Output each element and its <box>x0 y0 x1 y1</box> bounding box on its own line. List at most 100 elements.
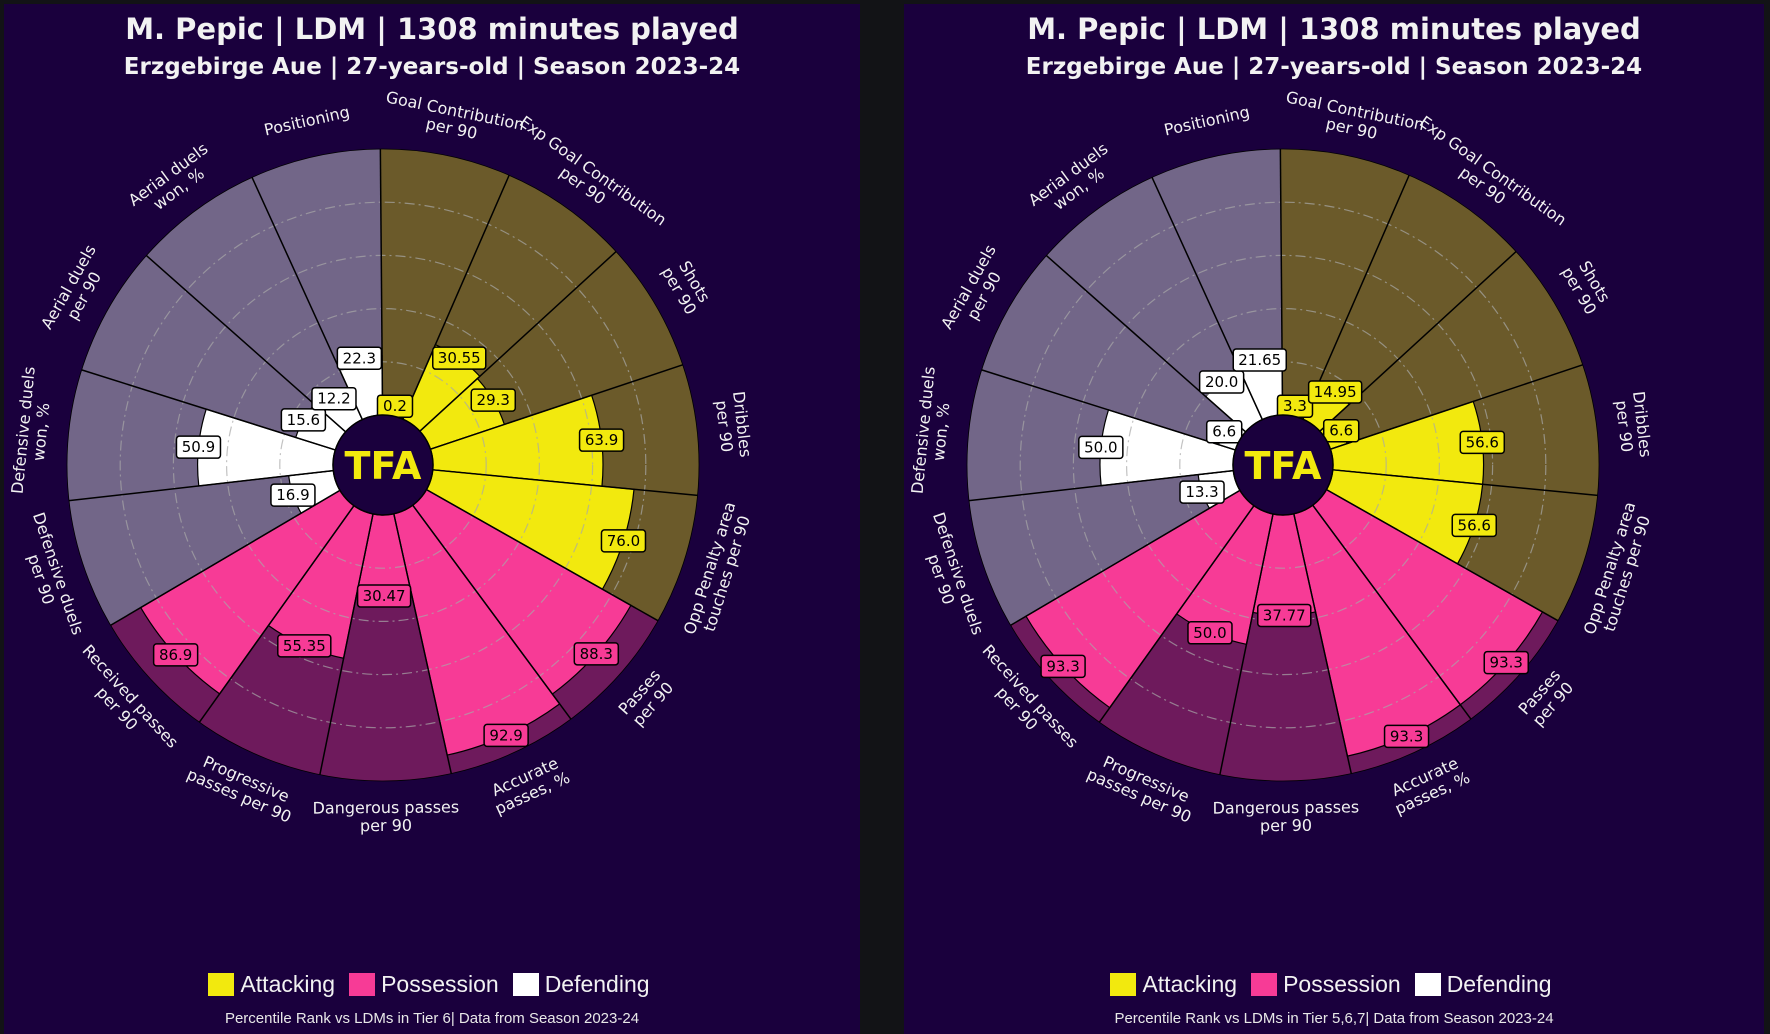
value-label-text: 50.0 <box>1084 438 1117 456</box>
value-label-box <box>1459 430 1506 455</box>
chart-title: M. Pepic | LDM | 1308 minutes played <box>125 12 739 46</box>
value-label: 92.9 <box>483 723 529 748</box>
chart-subtitle: Erzgebirge Aue | 27-years-old | Season 2… <box>1025 54 1643 80</box>
slice-background <box>69 470 340 626</box>
value-label-box <box>1179 480 1225 504</box>
chart-legend: Attacking Possession Defending <box>4 971 860 998</box>
slice-separator <box>1332 469 1598 497</box>
value-label-box <box>1322 418 1360 443</box>
slice-separator <box>251 177 363 420</box>
pizza-chart-svg: 0.2 30.55 29.3 63.9 76.0 88.3 92.9 30.47 55.35 86… <box>8 87 756 835</box>
value-label-box <box>1307 380 1363 404</box>
legend-item-attacking: Attacking <box>1110 971 1237 998</box>
value-label-text: 0.2 <box>383 397 407 415</box>
value-label-text: 29.3 <box>477 391 510 409</box>
value-label-text: 22.3 <box>343 349 376 367</box>
value-label: 13.3 <box>1179 480 1225 504</box>
value-label-box <box>1198 370 1245 394</box>
slice-separators <box>968 149 1598 775</box>
slice-background <box>1219 513 1352 782</box>
value-label-text: 37.77 <box>1263 606 1306 624</box>
slice-separator <box>1219 513 1274 775</box>
value-label-text: 86.9 <box>159 646 192 664</box>
legend-item-defending: Defending <box>1414 971 1552 998</box>
slice-background <box>81 255 346 450</box>
value-label-text: 56.6 <box>1458 516 1491 534</box>
value-label-text: 12.2 <box>317 390 350 408</box>
category-label: Shotsper 90 <box>658 254 716 318</box>
data-labels: 0.2 30.55 29.3 63.9 76.0 88.3 92.9 30.47 55.35 86… <box>152 346 647 748</box>
value-label-text: 21.65 <box>1238 351 1281 369</box>
value-label-box <box>578 428 625 452</box>
slice-separator <box>981 369 1236 451</box>
slice-separator <box>419 251 617 432</box>
legend-swatch-attacking <box>1110 973 1137 996</box>
slice-background <box>146 177 363 432</box>
center-circle <box>332 414 434 516</box>
slice-separator <box>198 505 355 723</box>
value-label: 50.9 <box>175 435 222 459</box>
slice-separator <box>430 364 683 450</box>
slice-separator <box>1326 488 1559 622</box>
slice-separator <box>1045 254 1247 433</box>
slice-background <box>981 255 1246 450</box>
category-label: Goal Contributionper 90 <box>1281 87 1426 151</box>
slice-separator <box>319 513 374 775</box>
category-label: Goal Contributionper 90 <box>381 87 526 151</box>
value-label: 30.55 <box>432 346 487 370</box>
value-label-box <box>483 723 529 748</box>
value-label-box <box>1383 724 1430 749</box>
slice-background <box>319 513 452 782</box>
value-label: 76.0 <box>600 529 647 553</box>
value-label: 12.2 <box>311 386 357 411</box>
legend-swatch-attacking <box>208 973 235 996</box>
slice-background <box>1046 177 1263 432</box>
grid-ring <box>172 254 594 676</box>
value-label-text: 20.0 <box>1205 373 1238 391</box>
value-label-text: 30.55 <box>438 349 481 367</box>
value-label-box <box>1040 654 1086 679</box>
value-label: 15.6 <box>280 408 327 432</box>
center-circle <box>1232 414 1334 516</box>
value-label-text: 88.3 <box>580 645 613 663</box>
category-label: Dribblesper 90 <box>1611 390 1655 460</box>
legend-label: Defending <box>544 971 650 997</box>
value-label-text: 63.9 <box>585 431 618 449</box>
category-label: Defensive duelswon, % <box>908 366 957 497</box>
value-label: 6.6 <box>1322 418 1360 443</box>
value-label-text: 50.0 <box>1193 624 1226 642</box>
value-label-box <box>270 483 316 507</box>
legend-swatch-possession <box>349 973 376 996</box>
value-label: 0.2 <box>376 394 414 418</box>
grid-ring <box>226 308 540 622</box>
value-label-text: 3.3 <box>1283 397 1307 415</box>
value-label-text: 14.95 <box>1314 383 1357 401</box>
value-label-text: 93.3 <box>1490 654 1523 672</box>
value-label-box <box>573 642 620 666</box>
value-label-box <box>152 643 199 667</box>
chart-footnote: Percentile Rank vs LDMs in Tier 5,6,7| D… <box>1114 1010 1554 1027</box>
legend-item-possession: Possession <box>1251 971 1401 998</box>
value-label: 20.0 <box>1198 370 1245 394</box>
value-label-text: 16.9 <box>276 486 309 504</box>
value-label-text: 6.6 <box>1329 422 1353 440</box>
value-label-text: 93.3 <box>1390 727 1423 745</box>
legend-label: Defending <box>1446 971 1552 997</box>
value-label-box <box>1187 621 1233 645</box>
value-label: 22.3 <box>336 346 383 371</box>
slice-separator <box>81 369 336 451</box>
legend-item-defending: Defending <box>512 971 650 998</box>
legend-label: Attacking <box>240 971 336 997</box>
legend-item-attacking: Attacking <box>208 971 335 998</box>
value-label: 37.77 <box>1257 603 1312 628</box>
slice-separator <box>1302 174 1410 420</box>
outer-ring <box>966 148 1600 782</box>
value-label: 88.3 <box>573 642 620 666</box>
slice-background <box>380 149 510 420</box>
category-label: Dangerous passes per 90 <box>312 797 459 835</box>
value-label-box <box>277 634 332 658</box>
chart-subtitle: Erzgebirge Aue | 27-years-old | Season 2… <box>123 54 741 80</box>
slice-separator <box>426 488 659 622</box>
slice-separator <box>432 469 698 497</box>
value-label-box <box>1232 348 1288 372</box>
